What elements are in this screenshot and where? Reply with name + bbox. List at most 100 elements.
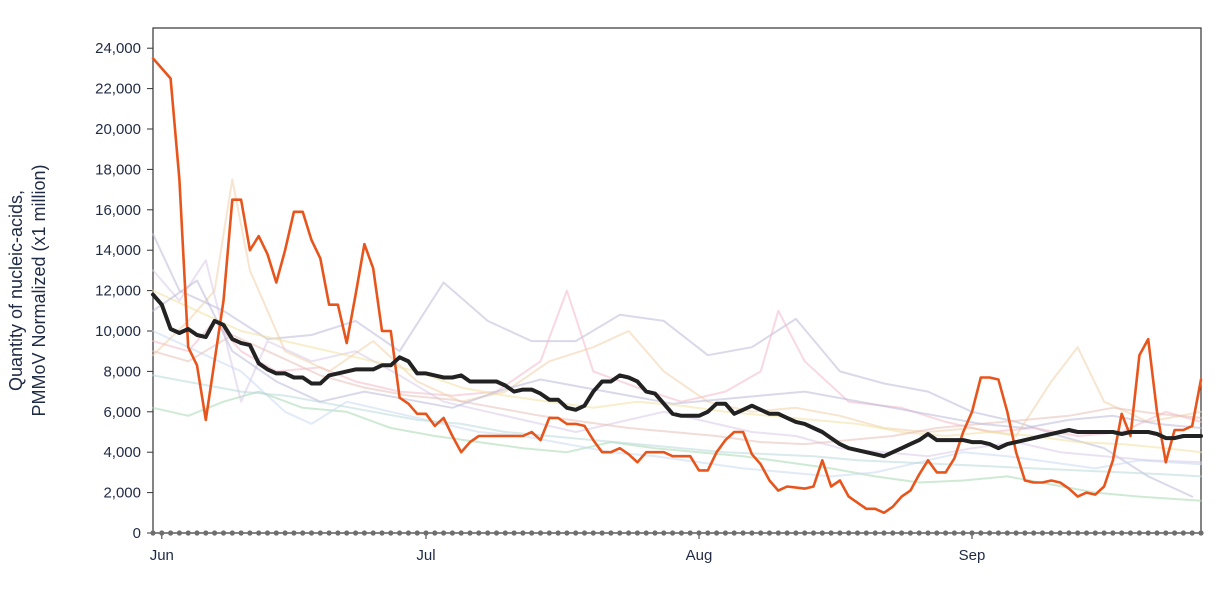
zero-marker-point bbox=[775, 530, 781, 536]
y-tick-label: 14,000 bbox=[95, 242, 141, 259]
background-series-line bbox=[152, 233, 1194, 498]
x-tick-label: Jul bbox=[416, 547, 435, 564]
zero-marker-point bbox=[1189, 530, 1195, 536]
y-tick-label: 6,000 bbox=[103, 404, 141, 421]
zero-marker-point bbox=[590, 530, 596, 536]
zero-marker-point bbox=[934, 530, 940, 536]
zero-marker-point bbox=[317, 530, 323, 536]
zero-marker-point bbox=[150, 530, 156, 536]
y-axis-title-line-2: PMMoV Normalized (x1 million) bbox=[29, 164, 49, 416]
zero-marker-point bbox=[238, 530, 244, 536]
zero-marker-point bbox=[731, 530, 737, 536]
zero-marker-point bbox=[670, 530, 676, 536]
zero-marker-point bbox=[405, 530, 411, 536]
background-series-line bbox=[152, 374, 1202, 478]
zero-marker-point bbox=[520, 530, 526, 536]
y-axis-title-line-1: Quantity of nucleic-acids, bbox=[6, 190, 26, 391]
zero-marker-point bbox=[370, 530, 376, 536]
zero-marker-point bbox=[925, 530, 931, 536]
x-tick-label: Sep bbox=[959, 547, 986, 564]
zero-marker-point bbox=[890, 530, 896, 536]
x-tick-label: Aug bbox=[686, 547, 713, 564]
zero-marker-point bbox=[749, 530, 755, 536]
zero-marker-point bbox=[1075, 530, 1081, 536]
zero-marker-point bbox=[1039, 530, 1046, 536]
background-series-line bbox=[152, 390, 1202, 502]
zero-marker-point bbox=[537, 530, 544, 536]
zero-marker-point bbox=[581, 530, 588, 536]
zero-marker-point bbox=[661, 530, 667, 536]
zero-marker-point bbox=[687, 530, 693, 536]
zero-marker-point bbox=[872, 530, 878, 536]
y-tick-label: 8,000 bbox=[103, 363, 141, 380]
zero-marker-point bbox=[414, 530, 420, 536]
background-series-line bbox=[152, 289, 1202, 454]
zero-marker-point bbox=[546, 530, 552, 536]
y-tick-label: 18,000 bbox=[95, 161, 141, 178]
zero-marker-point bbox=[943, 530, 949, 536]
zero-marker-point bbox=[626, 530, 632, 536]
zero-marker-point bbox=[740, 530, 746, 536]
plot-border bbox=[152, 27, 1202, 534]
zero-marker-point bbox=[1198, 530, 1204, 536]
zero-marker-point bbox=[1172, 530, 1178, 536]
zero-marker-point bbox=[176, 530, 182, 536]
zero-marker-point bbox=[1083, 530, 1090, 536]
zero-markers bbox=[150, 530, 1204, 536]
zero-marker-point bbox=[502, 530, 508, 536]
zero-marker-point bbox=[766, 530, 773, 536]
zero-marker-point bbox=[846, 530, 852, 536]
zero-marker-point bbox=[220, 530, 227, 536]
zero-marker-point bbox=[423, 530, 429, 536]
background-series-line bbox=[152, 279, 1202, 429]
zero-marker-point bbox=[1119, 530, 1125, 536]
zero-marker-point bbox=[863, 530, 869, 536]
zero-marker-point bbox=[282, 530, 288, 536]
background-series-line bbox=[152, 330, 1202, 478]
zero-marker-point bbox=[326, 530, 332, 536]
zero-marker-point bbox=[291, 530, 297, 536]
zero-marker-point bbox=[916, 530, 922, 536]
zero-marker-point bbox=[432, 530, 438, 536]
zero-marker-point bbox=[379, 530, 385, 536]
zero-marker-point bbox=[1057, 530, 1063, 536]
zero-marker-point bbox=[987, 530, 993, 536]
zero-marker-point bbox=[449, 530, 455, 536]
zero-marker-point bbox=[212, 530, 218, 536]
zero-marker-point bbox=[819, 530, 825, 536]
zero-marker-point bbox=[784, 530, 790, 536]
zero-marker-point bbox=[978, 530, 984, 536]
zero-marker-point bbox=[397, 530, 403, 536]
zero-marker-point bbox=[1110, 530, 1116, 536]
zero-marker-point bbox=[907, 530, 914, 536]
zero-marker-point bbox=[388, 530, 394, 536]
zero-marker-point bbox=[353, 530, 359, 536]
zero-marker-point bbox=[696, 530, 702, 536]
zero-marker-point bbox=[802, 530, 808, 536]
zero-marker-point bbox=[335, 530, 341, 536]
zero-marker-point bbox=[573, 530, 579, 536]
zero-marker-point bbox=[899, 530, 905, 536]
zero-marker-point bbox=[810, 530, 817, 536]
y-tick-label: 4,000 bbox=[103, 444, 141, 461]
zero-marker-point bbox=[529, 530, 535, 536]
highlight-series-line bbox=[151, 57, 1203, 515]
zero-marker-point bbox=[555, 530, 561, 536]
zero-marker-point bbox=[969, 530, 975, 536]
zero-marker-point bbox=[1163, 530, 1169, 536]
zero-marker-point bbox=[705, 530, 711, 536]
zero-marker-point bbox=[828, 530, 834, 536]
zero-marker-point bbox=[1154, 530, 1160, 536]
zero-marker-point bbox=[1022, 530, 1028, 536]
zero-marker-point bbox=[493, 530, 500, 536]
zero-marker-point bbox=[1180, 530, 1186, 536]
zero-marker-point bbox=[608, 530, 614, 536]
zero-marker-point bbox=[185, 530, 191, 536]
zero-marker-point bbox=[951, 530, 958, 536]
zero-marker-point bbox=[1066, 530, 1072, 536]
zero-marker-point bbox=[344, 530, 350, 536]
zero-marker-point bbox=[995, 530, 1002, 536]
zero-marker-point bbox=[485, 530, 491, 536]
zero-marker-point bbox=[308, 530, 315, 536]
